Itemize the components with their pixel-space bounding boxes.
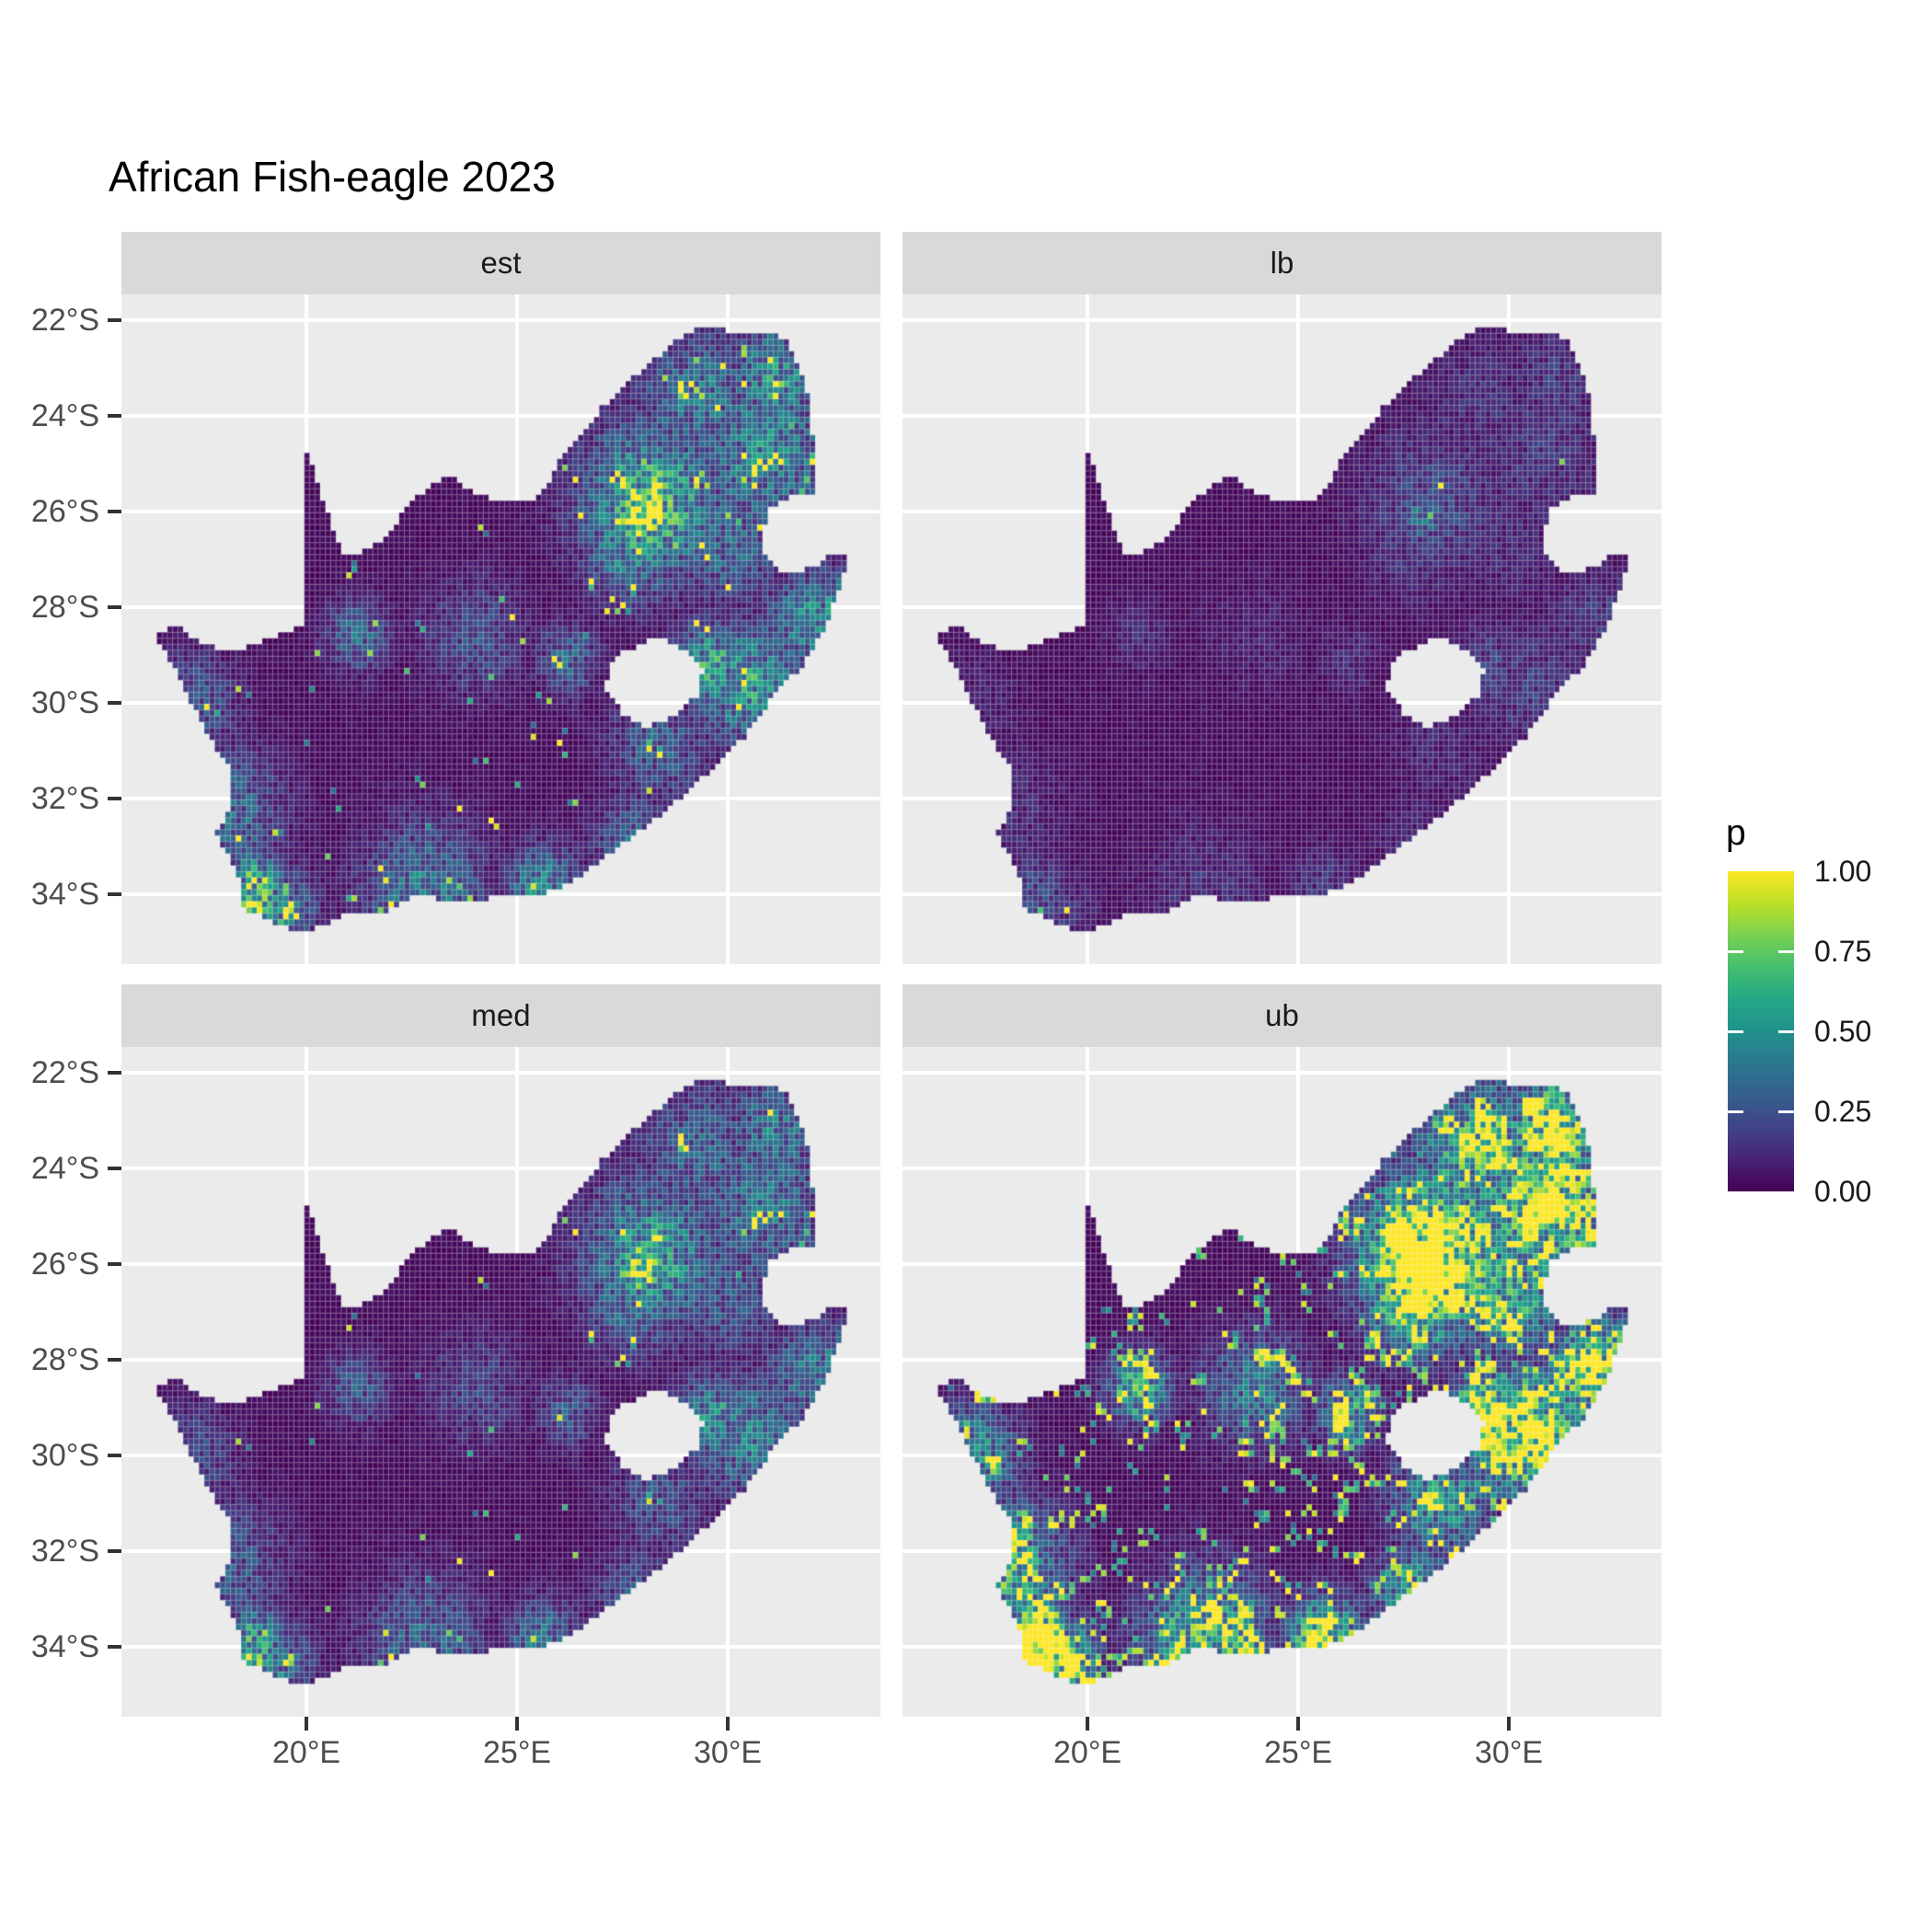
y-axis-tick	[108, 604, 121, 609]
x-axis-tick-label: 25°E	[483, 1735, 552, 1770]
x-axis-tick-label: 30°E	[1475, 1735, 1544, 1770]
legend-tick	[1728, 1029, 1743, 1033]
y-axis-tick-label: 34°S	[30, 1628, 99, 1664]
x-axis-tick	[1507, 1717, 1512, 1731]
y-axis-tick-label: 26°S	[30, 1246, 99, 1282]
legend-tick-label: 0.50	[1814, 1015, 1872, 1048]
map-panel-lb	[903, 294, 1662, 964]
y-axis-tick-label: 28°S	[30, 1341, 99, 1377]
facet-lb: lb	[903, 232, 1662, 964]
y-axis-tick-label: 24°S	[30, 397, 99, 433]
map-canvas-est	[121, 294, 880, 964]
y-axis-tick-label: 30°S	[30, 684, 99, 720]
y-axis-tick	[108, 796, 121, 800]
y-axis-tick	[108, 1548, 121, 1553]
x-axis-tick	[1086, 1717, 1090, 1731]
y-axis-tick-label: 32°S	[30, 780, 99, 816]
legend-tick	[1778, 1029, 1794, 1033]
x-axis-tick	[726, 1717, 730, 1731]
facet-med: med	[121, 984, 880, 1717]
y-axis-tick-label: 28°S	[30, 589, 99, 625]
x-axis-tick	[1296, 1717, 1301, 1731]
legend-tick-label: 1.00	[1814, 855, 1872, 888]
y-axis-tick	[108, 1453, 121, 1457]
y-axis-tick	[108, 1357, 121, 1362]
facet-strip-label-med: med	[471, 998, 531, 1032]
legend-tick-label: 0.00	[1814, 1175, 1872, 1208]
y-axis-tick-label: 30°S	[30, 1437, 99, 1473]
legend-tick	[1728, 949, 1743, 953]
y-axis-tick-label: 22°S	[30, 302, 99, 338]
legend-tick-label: 0.75	[1814, 935, 1872, 968]
facet-strip-label-est: est	[480, 246, 522, 280]
facet-strip-ub: ub	[903, 984, 1662, 1047]
y-axis-tick	[108, 1070, 121, 1075]
y-axis-tick	[108, 317, 121, 322]
y-axis-tick-label: 32°S	[30, 1533, 99, 1569]
facet-strip-label-ub: ub	[1265, 998, 1299, 1032]
plot-title: African Fish-eagle 2023	[109, 153, 556, 201]
facet-est: est	[121, 232, 880, 964]
x-axis-tick-label: 30°E	[694, 1735, 763, 1770]
legend-tick-label: 0.25	[1814, 1095, 1872, 1128]
map-canvas-lb	[903, 294, 1662, 964]
y-axis-tick	[108, 1166, 121, 1170]
map-canvas-med	[121, 1047, 880, 1717]
legend-tick	[1778, 949, 1794, 953]
x-axis-tick	[515, 1717, 520, 1731]
y-axis-tick	[108, 413, 121, 418]
facet-strip-est: est	[121, 232, 880, 294]
y-axis-tick	[108, 700, 121, 705]
y-axis-tick-label: 24°S	[30, 1150, 99, 1186]
map-panel-est	[121, 294, 880, 964]
facet-strip-label-lb: lb	[1270, 246, 1294, 280]
legend-tick	[1728, 1110, 1743, 1113]
facet-ub: ub	[903, 984, 1662, 1717]
y-axis-tick	[108, 509, 121, 513]
y-axis-tick-label: 26°S	[30, 493, 99, 529]
legend-tick	[1778, 1110, 1794, 1113]
x-axis-tick-label: 25°E	[1264, 1735, 1333, 1770]
map-panel-med	[121, 1047, 880, 1717]
x-axis-tick	[305, 1717, 309, 1731]
legend-title: p	[1726, 813, 1746, 853]
map-canvas-ub	[903, 1047, 1662, 1717]
map-panel-ub	[903, 1047, 1662, 1717]
y-axis-tick	[108, 891, 121, 896]
facet-strip-med: med	[121, 984, 880, 1047]
y-axis-tick-label: 34°S	[30, 876, 99, 912]
x-axis-tick-label: 20°E	[1053, 1735, 1122, 1770]
y-axis-tick-label: 22°S	[30, 1054, 99, 1090]
x-axis-tick-label: 20°E	[272, 1735, 341, 1770]
y-axis-tick	[108, 1261, 121, 1266]
y-axis-tick	[108, 1644, 121, 1649]
facet-strip-lb: lb	[903, 232, 1662, 294]
